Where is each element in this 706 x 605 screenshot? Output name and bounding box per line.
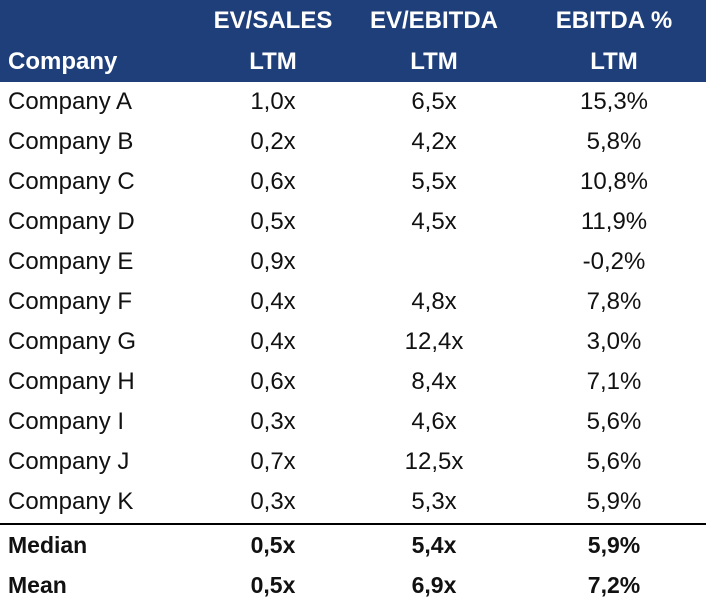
ebitda-pct-value: 3,0%	[586, 328, 642, 355]
ev-ebitda-value: 4,2x	[411, 128, 457, 155]
summary-row: Median 0,5x 5,4x 5,9%	[0, 525, 706, 565]
ebitda-pct-value: 11,9%	[580, 208, 648, 235]
table-row: Company I 0,3x 4,6x 5,6%	[0, 402, 706, 442]
company-name: Company F	[8, 288, 133, 315]
header-row-1: EV/SALES EV/EBITDA EBITDA %	[0, 0, 706, 41]
header-ltm-3: LTM	[590, 47, 638, 75]
ebitda-pct-value: 5,9%	[586, 488, 642, 515]
ebitda-pct-value: 10,8%	[579, 168, 649, 195]
ev-sales-value: 1,0x	[250, 88, 296, 115]
table-row: Company A 1,0x 6,5x 15,3%	[0, 82, 706, 122]
ev-sales-value: 0,7x	[250, 448, 296, 475]
table-row: Company F 0,4x 4,8x 7,8%	[0, 282, 706, 322]
ev-ebitda-value: 6,9x	[411, 571, 457, 598]
table-row: Company B 0,2x 4,2x 5,8%	[0, 122, 706, 162]
table-row: Company J 0,7x 12,5x 5,6%	[0, 442, 706, 482]
company-name: Company J	[8, 448, 130, 475]
ev-ebitda-value: 12,4x	[404, 328, 464, 355]
ebitda-pct-value: 5,6%	[586, 448, 642, 475]
ev-sales-value: 0,3x	[250, 408, 296, 435]
ev-sales-value: 0,4x	[250, 288, 296, 315]
ev-ebitda-value: 12,5x	[404, 448, 464, 475]
table-row: Company C 0,6x 5,5x 10,8%	[0, 162, 706, 202]
header-row-2: Company LTM LTM LTM	[0, 41, 706, 82]
header-ltm-1: LTM	[249, 47, 297, 75]
ev-sales-value: 0,5x	[250, 571, 296, 598]
header-ebitda-pct: EBITDA %	[555, 6, 673, 34]
ebitda-pct-value: 5,9%	[587, 531, 641, 558]
ebitda-pct-value: 7,1%	[586, 368, 642, 395]
company-name: Company C	[8, 168, 135, 195]
ev-sales-value: 0,6x	[250, 168, 296, 195]
ebitda-pct-value: 5,8%	[586, 128, 642, 155]
ev-sales-value: 0,9x	[250, 248, 296, 275]
ebitda-pct-value: 7,8%	[586, 288, 642, 315]
table-row: Company G 0,4x 12,4x 3,0%	[0, 322, 706, 362]
ev-sales-value: 0,5x	[250, 208, 296, 235]
ebitda-pct-value: 7,2%	[587, 571, 641, 598]
summary-label: Median	[8, 531, 88, 558]
company-name: Company E	[8, 248, 134, 275]
table-body: Company A 1,0x 6,5x 15,3% Company B 0,2x 4,2x 5…	[0, 82, 706, 522]
summary-row: Mean 0,5x 6,9x 7,2%	[0, 565, 706, 605]
company-name: Company H	[8, 368, 135, 395]
ev-ebitda-value: 6,5x	[411, 88, 457, 115]
ev-sales-value: 0,4x	[250, 328, 296, 355]
company-name: Company G	[8, 328, 137, 355]
table-header: EV/SALES EV/EBITDA EBITDA % Company LTM …	[0, 0, 706, 82]
company-name: Company A	[8, 88, 133, 115]
table-row: Company K 0,3x 5,3x 5,9%	[0, 482, 706, 522]
ev-ebitda-value: 5,5x	[411, 168, 457, 195]
company-name: Company K	[8, 488, 134, 515]
summary-divider	[0, 523, 706, 525]
ev-ebitda-value: 4,8x	[411, 288, 457, 315]
table-row: Company E 0,9x -0,2%	[0, 242, 706, 282]
ev-ebitda-value: 8,4x	[411, 368, 457, 395]
ev-ebitda-value: 5,4x	[411, 531, 457, 558]
ev-ebitda-value: 4,5x	[411, 208, 457, 235]
header-ev-sales: EV/SALES	[213, 6, 333, 34]
company-name: Company D	[8, 208, 135, 235]
ev-ebitda-value: 4,6x	[411, 408, 457, 435]
table-row: Company H 0,6x 8,4x 7,1%	[0, 362, 706, 402]
header-company: Company	[8, 47, 118, 75]
ev-sales-value: 0,5x	[250, 531, 296, 558]
header-ev-ebitda: EV/EBITDA	[369, 6, 498, 34]
ebitda-pct-value: 5,6%	[586, 408, 642, 435]
table-summary: Median 0,5x 5,4x 5,9% Mean 0,5x 6,9x 7,2%	[0, 525, 706, 605]
ebitda-pct-value: -0,2%	[582, 248, 646, 275]
ev-ebitda-value: 5,3x	[411, 488, 457, 515]
table-row: Company D 0,5x 4,5x 11,9%	[0, 202, 706, 242]
company-name: Company I	[8, 408, 125, 435]
ev-sales-value: 0,3x	[250, 488, 296, 515]
header-ltm-2: LTM	[410, 47, 458, 75]
company-name: Company B	[8, 128, 134, 155]
ev-sales-value: 0,2x	[250, 128, 296, 155]
ev-sales-value: 0,6x	[250, 368, 296, 395]
summary-label: Mean	[8, 571, 67, 598]
ebitda-pct-value: 15,3%	[579, 88, 649, 115]
